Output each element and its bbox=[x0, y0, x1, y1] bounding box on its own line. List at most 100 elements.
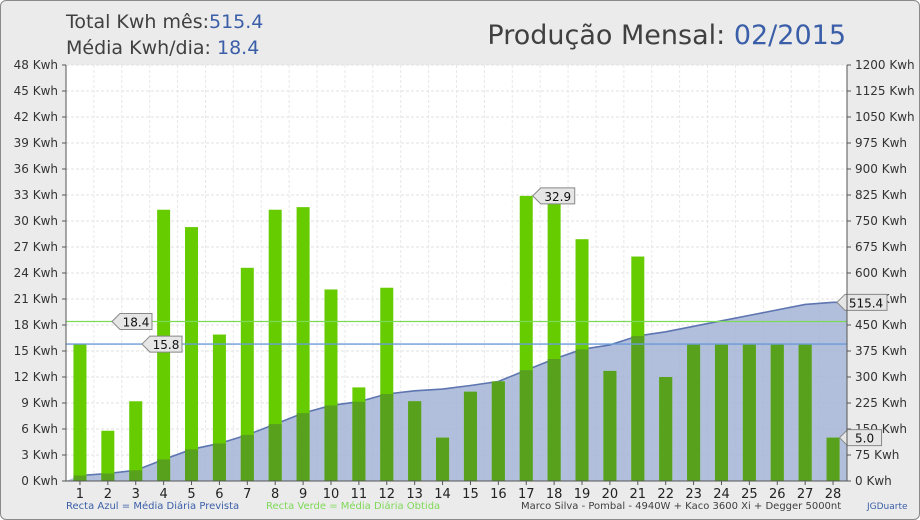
bar-day-3 bbox=[129, 401, 143, 481]
bar-overlap-day-9 bbox=[296, 413, 310, 481]
point-label-515.4: 515.4 bbox=[849, 296, 883, 310]
y-left-tick-label: 15 Kwh bbox=[14, 344, 58, 358]
bar-overlap-day-21 bbox=[631, 335, 645, 481]
reference-label-18.4: 18.4 bbox=[123, 316, 150, 330]
bar-overlap-day-27 bbox=[798, 344, 812, 481]
bar-overlap-day-20 bbox=[603, 370, 617, 481]
x-tick-label: 5 bbox=[187, 487, 195, 502]
y-left-tick-label: 12 Kwh bbox=[14, 370, 58, 384]
y-left-tick-label: 39 Kwh bbox=[14, 136, 58, 150]
y-right-tick-label: 1200 Kwh bbox=[855, 58, 915, 72]
system-info: Marco Silva - Pombal - 4940W + Kaco 3600… bbox=[521, 501, 842, 512]
x-tick-label: 13 bbox=[406, 487, 423, 502]
bar-overlap-day-11 bbox=[352, 401, 366, 481]
bar-overlap-day-18 bbox=[547, 359, 561, 481]
x-tick-label: 12 bbox=[378, 487, 395, 502]
x-tick-label: 21 bbox=[630, 487, 647, 502]
author-credit: JGDuarte bbox=[867, 502, 908, 512]
x-tick-label: 17 bbox=[518, 487, 535, 502]
y-left-tick-label: 33 Kwh bbox=[14, 188, 58, 202]
y-right-tick-label: 600 Kwh bbox=[855, 266, 907, 280]
bar-overlap-day-17 bbox=[519, 370, 533, 481]
x-tick-label: 9 bbox=[299, 487, 307, 502]
y-left-tick-label: 48 Kwh bbox=[14, 58, 58, 72]
x-tick-label: 16 bbox=[490, 487, 507, 502]
y-right-tick-label: 375 Kwh bbox=[855, 344, 907, 358]
bar-overlap-day-26 bbox=[770, 344, 784, 481]
x-tick-label: 22 bbox=[657, 487, 674, 502]
y-left-tick-label: 0 Kwh bbox=[21, 474, 58, 488]
x-tick-label: 4 bbox=[159, 487, 167, 502]
bar-day-1 bbox=[73, 344, 87, 481]
total-kwh-value: 515.4 bbox=[209, 11, 264, 33]
bar-overlap-day-10 bbox=[324, 405, 338, 481]
bar-overlap-day-2 bbox=[101, 473, 115, 481]
x-tick-label: 1 bbox=[76, 487, 84, 502]
y-left-tick-label: 42 Kwh bbox=[14, 110, 58, 124]
bar-overlap-day-7 bbox=[240, 434, 254, 481]
y-left-tick-label: 30 Kwh bbox=[14, 214, 58, 228]
y-right-tick-label: 1050 Kwh bbox=[855, 110, 915, 124]
y-right-tick-label: 75 Kwh bbox=[855, 448, 899, 462]
reference-label-box-18.4 bbox=[111, 313, 153, 331]
bar-overlap-day-19 bbox=[575, 349, 589, 481]
avg-kwh-label: Média Kwh/dia: bbox=[66, 37, 211, 59]
bar-day-2 bbox=[101, 430, 115, 481]
y-right-tick-label: 450 Kwh bbox=[855, 318, 907, 332]
cumulative-area bbox=[66, 302, 847, 481]
bar-overlap-day-22 bbox=[659, 377, 673, 481]
y-right-tick-label: 300 Kwh bbox=[855, 370, 907, 384]
avg-kwh-value: 18.4 bbox=[216, 37, 260, 59]
y-right-tick-label: 750 Kwh bbox=[855, 214, 907, 228]
point-label-box-515.4 bbox=[836, 293, 888, 311]
y-left-tick-label: 36 Kwh bbox=[14, 162, 58, 176]
x-tick-label: 10 bbox=[323, 487, 340, 502]
y-left-tick-label: 24 Kwh bbox=[14, 266, 58, 280]
chart-title-label: Produção Mensal: bbox=[487, 20, 726, 51]
bar-overlap-day-16 bbox=[491, 381, 505, 481]
bar-overlap-day-8 bbox=[268, 424, 282, 481]
x-tick-label: 6 bbox=[215, 487, 223, 502]
y-left-tick-label: 3 Kwh bbox=[21, 448, 58, 462]
x-tick-label: 24 bbox=[713, 487, 730, 502]
legend-blue: Recta Azul = Média Diária Prevista bbox=[66, 501, 240, 512]
bar-overlap-day-25 bbox=[742, 344, 756, 481]
x-tick-label: 8 bbox=[271, 487, 279, 502]
bar-overlap-day-6 bbox=[212, 443, 226, 481]
bar-overlap-day-3 bbox=[129, 470, 143, 481]
y-right-tick-label: 225 Kwh bbox=[855, 396, 907, 410]
y-left-tick-label: 6 Kwh bbox=[21, 422, 58, 436]
legend-green: Recta Verde = Média Diária Obtida bbox=[266, 501, 441, 512]
bar-overlap-day-4 bbox=[157, 459, 171, 481]
reference-label-box-15.8 bbox=[141, 335, 183, 353]
x-tick-label: 7 bbox=[243, 487, 251, 502]
bar-overlap-day-24 bbox=[714, 344, 728, 481]
x-tick-label: 3 bbox=[132, 487, 140, 502]
chart-title-period: 02/2015 bbox=[733, 20, 846, 51]
y-left-tick-label: 27 Kwh bbox=[14, 240, 58, 254]
cumulative-line bbox=[79, 301, 847, 477]
x-tick-label: 14 bbox=[434, 487, 451, 502]
x-tick-label: 25 bbox=[741, 487, 758, 502]
bar-overlap-day-12 bbox=[380, 393, 394, 481]
chart-title: Produção Mensal: 02/2015 bbox=[487, 20, 846, 51]
bar-overlap-day-1 bbox=[73, 475, 87, 481]
x-tick-label: 27 bbox=[797, 487, 814, 502]
point-label-box-5.0 bbox=[838, 429, 883, 447]
y-right-tick-label: 0 Kwh bbox=[855, 474, 892, 488]
x-tick-label: 19 bbox=[574, 487, 591, 502]
y-left-tick-label: 9 Kwh bbox=[21, 396, 58, 410]
x-tick-label: 28 bbox=[825, 487, 842, 502]
y-left-tick-label: 45 Kwh bbox=[14, 84, 58, 98]
y-right-tick-label: 900 Kwh bbox=[855, 162, 907, 176]
bar-overlap-day-15 bbox=[463, 391, 477, 481]
y-right-tick-label: 975 Kwh bbox=[855, 136, 907, 150]
x-tick-label: 20 bbox=[602, 487, 619, 502]
point-label-32.9: 32.9 bbox=[544, 190, 571, 204]
bar-overlap-day-14 bbox=[436, 437, 450, 481]
point-label-5.0: 5.0 bbox=[855, 432, 874, 446]
y-left-tick-label: 21 Kwh bbox=[14, 292, 58, 306]
total-kwh-stat: Total Kwh mês:515.4 bbox=[66, 11, 263, 33]
